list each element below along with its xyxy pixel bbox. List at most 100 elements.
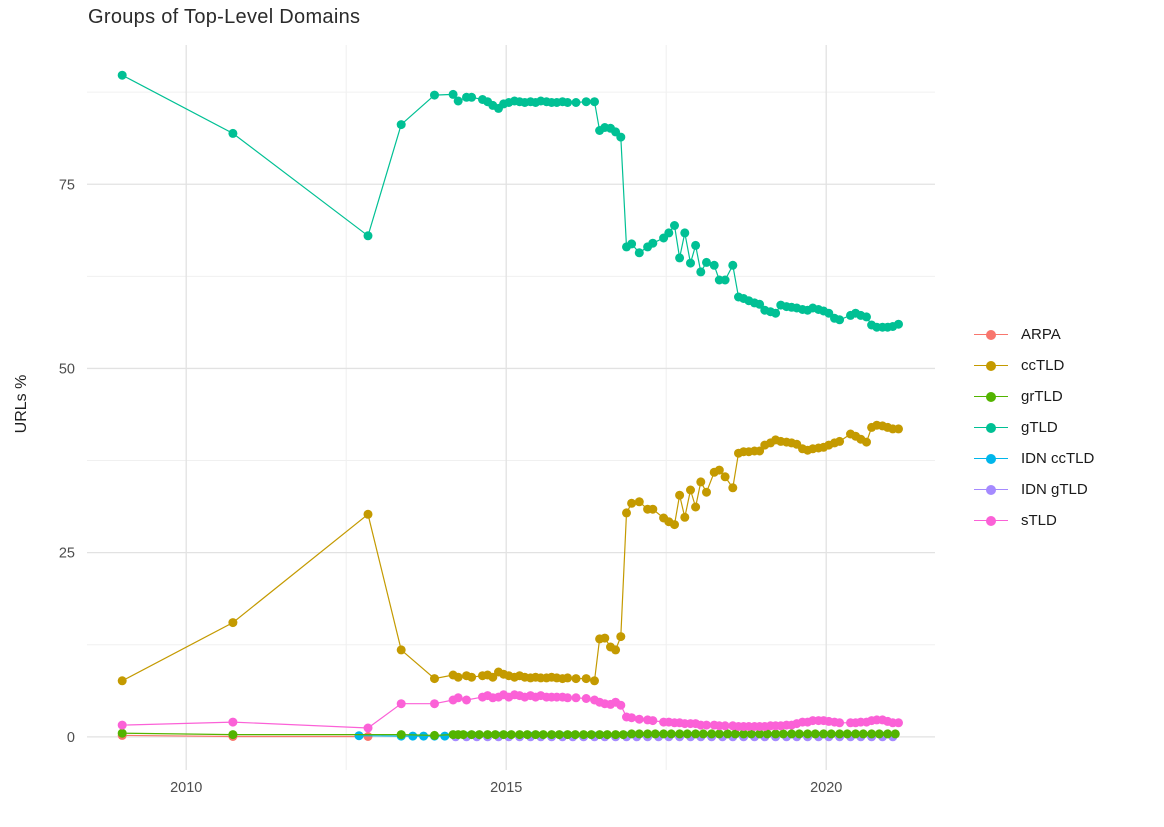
data-point <box>228 618 238 628</box>
data-point <box>771 308 781 318</box>
data-point <box>778 729 788 739</box>
data-point <box>363 509 373 519</box>
data-point <box>595 730 605 740</box>
data-point <box>581 97 591 107</box>
data-point <box>682 729 692 739</box>
data-point <box>627 498 637 508</box>
data-point <box>698 729 708 739</box>
data-point <box>675 253 685 263</box>
data-point <box>648 504 658 514</box>
data-point <box>453 96 463 106</box>
series-grtld <box>117 728 900 740</box>
data-point <box>810 729 820 739</box>
y-tick-label: 0 <box>67 730 75 746</box>
data-point <box>462 695 471 705</box>
data-point <box>571 693 581 703</box>
series-cctld <box>117 420 903 686</box>
data-point <box>794 729 804 739</box>
data-point <box>650 729 660 739</box>
data-point <box>702 720 711 730</box>
data-point <box>430 699 439 709</box>
data-point <box>622 508 631 518</box>
data-point <box>643 729 653 739</box>
data-point <box>680 512 690 522</box>
data-point <box>430 90 439 100</box>
data-point <box>835 436 845 446</box>
data-point <box>755 729 765 739</box>
legend: ARPA ccTLD grTLD gTLD IDN ccTLD IDN gTLD sTLD <box>974 319 1094 536</box>
data-point <box>714 465 724 475</box>
data-point <box>894 718 903 728</box>
data-point <box>746 729 756 739</box>
data-point <box>728 483 738 493</box>
data-point <box>616 700 626 710</box>
data-point <box>720 721 730 731</box>
x-tick-label: 2015 <box>490 780 522 796</box>
data-point <box>627 239 637 249</box>
data-point <box>874 729 884 739</box>
data-point <box>686 258 695 268</box>
data-point <box>396 699 406 709</box>
data-point <box>117 728 127 738</box>
data-point <box>755 299 765 309</box>
data-point <box>675 490 685 500</box>
data-point <box>634 729 644 739</box>
data-point <box>419 731 429 741</box>
legend-item-idn-cctld: IDN ccTLD <box>974 443 1094 474</box>
data-point <box>117 720 127 730</box>
legend-key-icon <box>974 453 1008 464</box>
y-tick-label: 75 <box>59 177 75 193</box>
data-point <box>723 729 733 739</box>
data-point <box>515 730 525 740</box>
data-point <box>396 120 406 130</box>
data-point <box>659 729 669 739</box>
legend-key-icon <box>974 391 1008 402</box>
data-point <box>709 260 719 270</box>
data-point <box>618 730 628 740</box>
data-point <box>228 730 238 740</box>
legend-key-icon <box>974 422 1008 433</box>
data-point <box>616 132 626 142</box>
legend-label: grTLD <box>1021 388 1063 405</box>
legend-label: IDN ccTLD <box>1021 450 1095 467</box>
data-point <box>890 729 900 739</box>
data-point <box>522 730 532 740</box>
data-point <box>396 645 406 655</box>
data-point <box>581 694 591 703</box>
data-point <box>762 729 772 739</box>
data-point <box>579 730 589 740</box>
legend-label: ccTLD <box>1021 357 1065 374</box>
data-point <box>634 497 644 507</box>
data-point <box>590 97 599 107</box>
data-point <box>440 731 450 741</box>
data-point <box>571 98 581 107</box>
data-point <box>600 633 610 643</box>
legend-item-gtld: gTLD <box>974 412 1094 443</box>
data-point <box>862 437 871 447</box>
data-point <box>590 676 599 686</box>
data-point <box>666 729 676 739</box>
data-point <box>675 729 685 739</box>
data-point <box>730 729 740 739</box>
data-point <box>803 729 813 739</box>
data-point <box>728 260 738 270</box>
data-point <box>467 92 477 102</box>
data-point <box>563 730 573 740</box>
series-arpa <box>117 730 373 741</box>
series-line <box>122 734 368 738</box>
series-stld <box>117 690 903 733</box>
data-point <box>720 275 730 285</box>
data-point <box>835 315 845 325</box>
data-point <box>490 730 500 740</box>
data-point <box>826 729 836 739</box>
data-point <box>571 674 581 684</box>
legend-label: ARPA <box>1021 326 1061 343</box>
data-point <box>835 729 845 739</box>
data-point <box>117 70 127 80</box>
data-point <box>363 723 373 733</box>
data-point <box>862 312 871 322</box>
data-point <box>739 729 749 739</box>
data-point <box>894 319 903 329</box>
data-point <box>696 477 706 487</box>
